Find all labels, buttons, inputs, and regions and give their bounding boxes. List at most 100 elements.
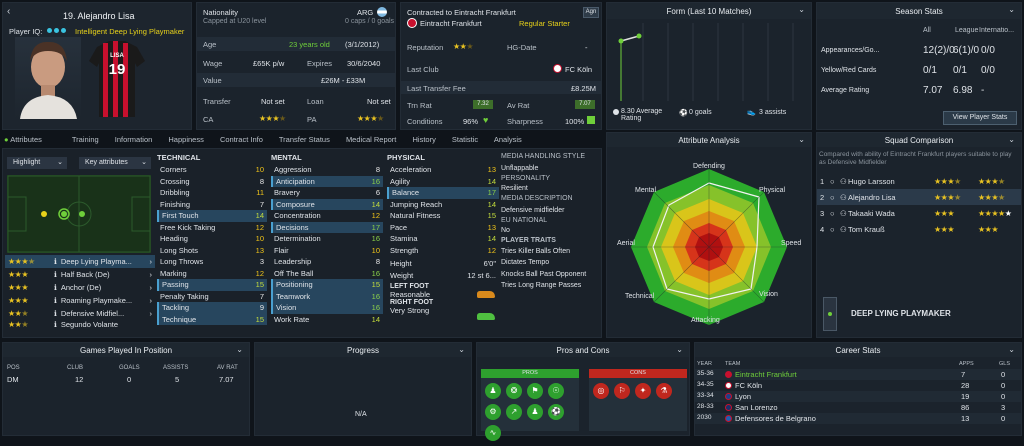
key-attributes-dropdown[interactable]: Key attributes ⌄ bbox=[79, 157, 151, 169]
pro-icon[interactable]: ⚙ bbox=[485, 404, 501, 420]
con-icon[interactable]: ⚐ bbox=[614, 383, 630, 399]
radio-icon[interactable]: ○ bbox=[830, 224, 835, 234]
career-row[interactable]: 2030 Defensores de Belgrano 13 0 bbox=[695, 413, 1021, 424]
attribute-row[interactable]: Flair 10 bbox=[271, 245, 383, 257]
pro-icon[interactable]: ⚽ bbox=[548, 404, 564, 420]
back-button[interactable]: ‹ bbox=[7, 6, 11, 17]
progress-header[interactable]: Progress ⌄ bbox=[255, 343, 471, 357]
attribute-row[interactable]: Corners 10 bbox=[157, 164, 267, 176]
tab-information[interactable]: Information bbox=[114, 135, 153, 144]
attribute-row[interactable]: Anticipation 16 bbox=[271, 175, 383, 187]
attribute-row[interactable]: Pace 13 bbox=[387, 222, 499, 234]
pro-icon[interactable]: ♟ bbox=[527, 404, 543, 420]
radio-icon[interactable]: ○ bbox=[830, 192, 835, 202]
attribute-row[interactable]: First Touch 14 bbox=[157, 210, 267, 222]
attribute-row[interactable]: Teamwork 16 bbox=[271, 290, 383, 302]
attribute-row[interactable]: Dribbling 11 bbox=[157, 187, 267, 199]
role-row[interactable]: ★★★★ ℹ Deep Lying Playma... › bbox=[5, 255, 155, 268]
chevron-down-icon[interactable]: ⌄ bbox=[1008, 5, 1015, 14]
con-icon[interactable]: ◎ bbox=[593, 383, 609, 399]
attribute-row[interactable]: Technique 15 bbox=[157, 313, 267, 325]
attribute-row[interactable]: Finishing 7 bbox=[157, 199, 267, 211]
role-row[interactable]: ★★★ ℹ Roaming Playmake... › bbox=[5, 294, 155, 307]
career-header[interactable]: Career Stats ⌄ bbox=[695, 343, 1021, 357]
career-row[interactable]: 35-36 Eintracht Frankfurt 7 0 bbox=[695, 369, 1021, 380]
attribute-row[interactable]: Long Throws 3 bbox=[157, 256, 267, 268]
attribute-row[interactable]: Off The Ball 16 bbox=[271, 268, 383, 280]
attribute-row[interactable]: Long Shots 13 bbox=[157, 245, 267, 257]
highlight-dropdown[interactable]: Highlight ⌄ bbox=[7, 157, 67, 169]
squad-row[interactable]: 4 ○ ⚇ Tom Krauß ★★★ ★★★ bbox=[817, 221, 1021, 237]
attribute-row[interactable]: Agility 14 bbox=[387, 176, 499, 188]
role-row[interactable]: ★★★ ℹ Defensive Midfiel... › bbox=[5, 307, 155, 320]
pro-icon[interactable]: ↗ bbox=[506, 404, 522, 420]
tab-happiness[interactable]: Happiness bbox=[168, 135, 204, 144]
squad-header[interactable]: Squad Comparison ⌄ bbox=[817, 133, 1021, 147]
attribute-row[interactable]: Crossing 8 bbox=[157, 176, 267, 188]
games-header[interactable]: Games Played In Position ⌄ bbox=[3, 343, 249, 357]
chevron-down-icon[interactable]: ⌄ bbox=[798, 135, 805, 144]
career-row[interactable]: 28-33 San Lorenzo 86 3 bbox=[695, 402, 1021, 413]
tab-statistic[interactable]: Statistic bbox=[451, 135, 479, 144]
pro-icon[interactable]: ♟ bbox=[485, 383, 501, 399]
attribute-row[interactable]: Positioning 15 bbox=[271, 279, 383, 291]
career-team[interactable]: FC Köln bbox=[735, 381, 763, 390]
attribute-row[interactable]: Jumping Reach 14 bbox=[387, 199, 499, 211]
squad-row[interactable]: 1 ○ ⚇ Hugo Larsson ★★★★ ★★★★ bbox=[817, 173, 1021, 189]
role-row[interactable]: ★★★ ℹ Anchor (De) › bbox=[5, 281, 155, 294]
career-team[interactable]: Defensores de Belgrano bbox=[735, 414, 816, 423]
chevron-down-icon[interactable]: ⌄ bbox=[798, 5, 805, 14]
attribute-row[interactable]: Determination 16 bbox=[271, 233, 383, 245]
career-team[interactable]: Lyon bbox=[735, 392, 751, 401]
squad-row[interactable]: 2 ○ ⚇ Alejandro Lisa ★★★★ ★★★★ bbox=[817, 189, 1021, 205]
career-row[interactable]: 33-34 Lyon 19 0 bbox=[695, 391, 1021, 402]
pro-icon[interactable]: ❂ bbox=[506, 383, 522, 399]
chevron-down-icon[interactable]: ⌄ bbox=[458, 345, 465, 354]
view-player-stats-button[interactable]: View Player Stats bbox=[943, 111, 1017, 125]
attribute-row[interactable]: Bravery 6 bbox=[271, 187, 383, 199]
form-header[interactable]: Form (Last 10 Matches) ⌄ bbox=[607, 3, 811, 19]
attribute-row[interactable]: Balance 17 bbox=[387, 187, 499, 199]
attribute-row[interactable]: Concentration 12 bbox=[271, 210, 383, 222]
attribute-row[interactable]: Natural Fitness 15 bbox=[387, 210, 499, 222]
attribute-row[interactable]: Decisions 17 bbox=[271, 221, 383, 233]
tab-transfer-status[interactable]: Transfer Status bbox=[278, 135, 330, 144]
role-row[interactable]: ★★★ ℹ Half Back (De) › bbox=[5, 268, 155, 281]
con-icon[interactable]: ⚗ bbox=[656, 383, 672, 399]
attribute-row[interactable]: Tackling 9 bbox=[157, 302, 267, 314]
chevron-down-icon[interactable]: ⌄ bbox=[1008, 345, 1015, 354]
contract-club[interactable]: Eintracht Frankfurt bbox=[420, 19, 482, 28]
role-row[interactable]: ★★★ ℹ Segundo Volante bbox=[5, 320, 155, 329]
chevron-down-icon[interactable]: ⌄ bbox=[236, 345, 243, 354]
attribute-row[interactable]: Heading 10 bbox=[157, 233, 267, 245]
tab-training[interactable]: Training bbox=[71, 135, 99, 144]
analysis-header[interactable]: Attribute Analysis ⌄ bbox=[607, 133, 811, 147]
radio-icon[interactable]: ○ bbox=[830, 208, 835, 218]
career-team[interactable]: Eintracht Frankfurt bbox=[735, 370, 797, 379]
season-header[interactable]: Season Stats ⌄ bbox=[817, 3, 1021, 19]
attribute-row[interactable]: Free Kick Taking 12 bbox=[157, 222, 267, 234]
pro-icon[interactable]: ☉ bbox=[548, 383, 564, 399]
tab-analysis[interactable]: Analysis bbox=[493, 135, 522, 144]
attribute-row[interactable]: Passing 15 bbox=[157, 279, 267, 291]
attribute-row[interactable]: Acceleration 13 bbox=[387, 164, 499, 176]
squad-row[interactable]: 3 ○ ⚇ Takaaki Wada ★★★ ★★★★★ bbox=[817, 205, 1021, 221]
attribute-row[interactable]: Strength 12 bbox=[387, 245, 499, 257]
pro-icon[interactable]: ⚑ bbox=[527, 383, 543, 399]
chevron-down-icon[interactable]: ⌄ bbox=[1008, 135, 1015, 144]
attribute-row[interactable]: Vision 16 bbox=[271, 302, 383, 314]
last-club-value[interactable]: FC Köln bbox=[565, 65, 593, 74]
proscons-header[interactable]: Pros and Cons ⌄ bbox=[477, 343, 689, 357]
agent-badge[interactable]: Agn bbox=[583, 7, 599, 18]
career-row[interactable]: 34-35 FC Köln 28 0 bbox=[695, 380, 1021, 391]
attribute-row[interactable]: Composure 14 bbox=[271, 198, 383, 210]
tab-medical-report[interactable]: Medical Report bbox=[345, 135, 397, 144]
attribute-row[interactable]: Work Rate 14 bbox=[271, 314, 383, 326]
radio-icon[interactable]: ○ bbox=[830, 176, 835, 186]
tab-history[interactable]: History bbox=[412, 135, 436, 144]
attribute-row[interactable]: Marking 12 bbox=[157, 268, 267, 280]
attribute-row[interactable]: Aggression 8 bbox=[271, 164, 383, 176]
chevron-down-icon[interactable]: ⌄ bbox=[676, 345, 683, 354]
attribute-row[interactable]: Penalty Taking 7 bbox=[157, 291, 267, 303]
pro-icon[interactable]: ∿ bbox=[485, 425, 501, 441]
